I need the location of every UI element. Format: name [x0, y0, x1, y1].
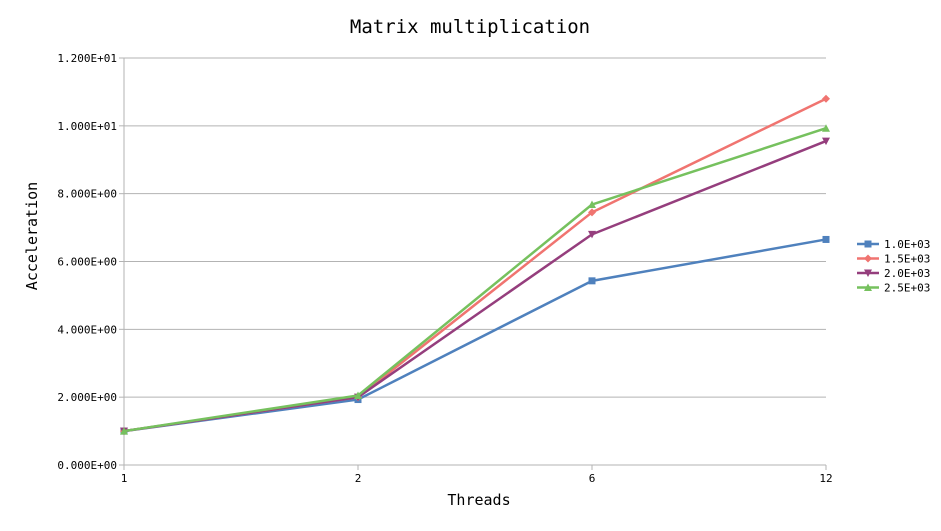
series-1.0E+03 — [120, 235, 830, 435]
y-tick-label: 4.000E+00 — [57, 323, 117, 336]
legend-swatch-marker — [864, 240, 872, 248]
series-1.5E+03 — [120, 94, 830, 436]
data-point — [822, 137, 830, 146]
legend-swatch-marker — [864, 283, 872, 291]
series-line — [123, 238, 827, 433]
data-point — [822, 124, 830, 132]
legend-label: 1.0E+03 — [884, 238, 930, 251]
series-line — [123, 139, 827, 433]
data-point — [354, 391, 362, 399]
y-tick-label: 2.000E+00 — [57, 391, 117, 404]
data-point — [588, 208, 596, 217]
plot-area — [120, 94, 830, 436]
data-point — [588, 230, 596, 239]
series-2.5E+03 — [120, 124, 830, 435]
y-tick-label: 6.000E+00 — [57, 256, 117, 269]
x-axis-title: Threads — [447, 491, 510, 509]
legend-item: 1.5E+03 — [857, 253, 930, 266]
x-tick-label: 2 — [355, 472, 362, 485]
x-tick-label: 1 — [121, 472, 128, 485]
legend-item: 1.0E+03 — [857, 238, 930, 251]
y-axis-title: Acceleration — [23, 182, 41, 290]
data-point — [822, 94, 830, 103]
axes — [119, 57, 827, 470]
legend-item: 2.0E+03 — [857, 267, 930, 280]
data-point — [822, 235, 830, 243]
series-line — [123, 97, 827, 433]
legend: 1.0E+03 1.5E+032.0E+03 2.5E+03 — [857, 238, 930, 295]
x-tick-label: 6 — [589, 472, 596, 485]
legend-label: 1.5E+03 — [884, 253, 930, 266]
legend-label: 2.0E+03 — [884, 267, 930, 280]
x-tick-labels: 1 2 6 12 — [121, 472, 833, 485]
legend-swatch-marker — [864, 269, 872, 277]
data-point — [588, 277, 596, 285]
x-tick-label: 12 — [819, 472, 832, 485]
y-tick-label: 8.000E+00 — [57, 188, 117, 201]
legend-item: 2.5E+03 — [857, 282, 930, 295]
y-tick-label: 0.000E+00 — [57, 459, 117, 472]
gridlines — [124, 57, 826, 398]
y-tick-label: 1.200E+01 — [57, 52, 117, 65]
y-tick-label: 1.000E+01 — [57, 120, 117, 133]
chart-title: Matrix multiplication — [350, 16, 590, 38]
legend-label: 2.5E+03 — [884, 282, 930, 295]
data-point — [588, 200, 596, 209]
data-point — [120, 427, 128, 435]
series-2.0E+03 — [120, 137, 830, 436]
legend-swatch-marker — [864, 254, 872, 263]
series-line — [123, 127, 827, 433]
y-tick-labels: 0.000E+00 2.000E+00 4.000E+00 6.000E+00 8.00… — [57, 52, 117, 472]
